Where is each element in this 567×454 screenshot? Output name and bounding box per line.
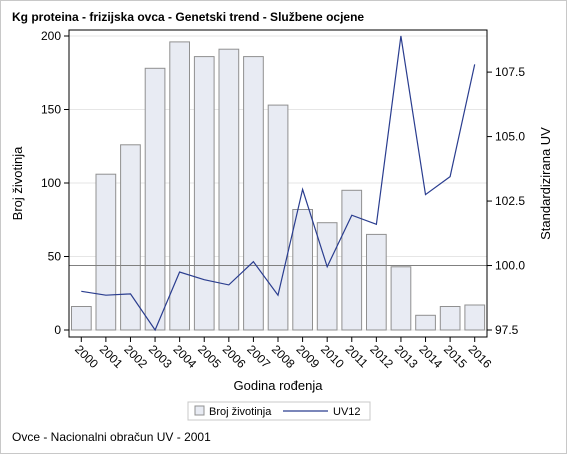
x-tick-label: 2015	[441, 342, 470, 371]
bar	[439, 306, 461, 331]
bar	[415, 314, 436, 331]
bar	[71, 306, 92, 331]
y-tick-label: 0	[54, 323, 61, 337]
x-tick-label: 2011	[343, 342, 371, 370]
y-axis-title: Broj životinja	[10, 146, 25, 220]
bar	[169, 41, 191, 331]
y2-tick-label: 107.5	[495, 65, 525, 79]
bars-layer	[71, 41, 486, 331]
chart-title: Kg proteina - frizijska ovca - Genetski …	[12, 10, 365, 24]
x-tick-label: 2014	[416, 342, 445, 371]
x-tick-label: 2007	[244, 342, 273, 371]
bar	[218, 48, 240, 331]
footnote: Ovce - Nacionalni obračun UV - 2001	[12, 430, 211, 444]
y-tick-label: 150	[41, 103, 61, 117]
axes-layer	[64, 29, 492, 342]
bar	[95, 173, 117, 331]
y2-tick-label: 100.0	[495, 259, 525, 273]
x-tick-label: 2005	[195, 342, 224, 371]
bar	[390, 266, 412, 331]
bar	[243, 56, 264, 331]
x-tick-label: 2010	[318, 342, 347, 371]
x-tick-label: 2003	[146, 342, 175, 371]
x-tick-label: 2013	[392, 342, 421, 371]
bar	[341, 189, 363, 331]
bar	[144, 67, 166, 331]
x-tick-label: 2006	[220, 342, 249, 371]
x-tick-label: 2000	[72, 342, 101, 371]
x-tick-label: 2012	[367, 342, 396, 371]
y-tick-label: 200	[41, 29, 61, 43]
bar	[193, 56, 215, 331]
y2-axis-title: Standardizirana UV	[538, 127, 553, 240]
bar	[316, 222, 338, 331]
x-tick-label: 2016	[466, 342, 495, 371]
bar	[464, 304, 486, 331]
bar	[366, 233, 387, 331]
x-tick-label: 2002	[121, 342, 150, 371]
x-tick-label: 2008	[269, 342, 298, 371]
x-tick-label: 2001	[97, 342, 126, 371]
x-tick-label: 2009	[293, 342, 322, 371]
line-series-uv12	[81, 35, 476, 332]
bar	[120, 144, 141, 331]
y2-tick-label: 97.5	[495, 323, 519, 337]
bar	[292, 209, 313, 331]
line-layer	[81, 35, 476, 332]
y2-tick-label: 105.0	[495, 130, 525, 144]
legend-label-line: UV12	[333, 406, 361, 418]
y-tick-label: 50	[48, 250, 62, 264]
y-tick-label: 100	[41, 176, 61, 190]
legend-box	[187, 401, 371, 421]
x-axis-title: Godina rođenja	[234, 378, 324, 393]
x-tick-label: 2004	[171, 342, 200, 371]
legend-label-bars: Broj životinja	[209, 406, 272, 418]
legend-bar-swatch	[194, 405, 205, 416]
legend: Broj životinja UV12	[187, 401, 371, 421]
y2-tick-label: 102.5	[495, 194, 525, 208]
